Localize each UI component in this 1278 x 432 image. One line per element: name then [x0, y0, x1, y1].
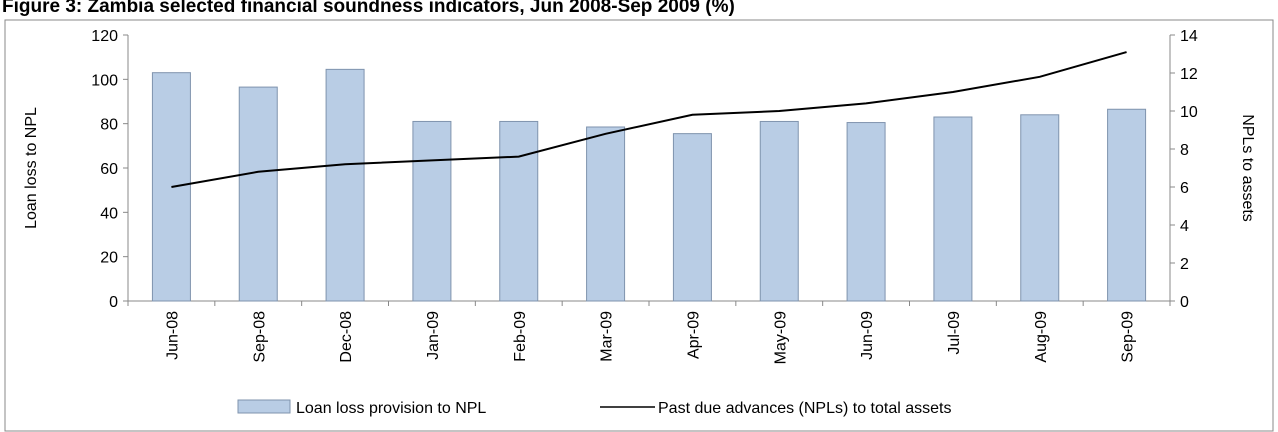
legend-label: Loan loss provision to NPL — [296, 400, 486, 417]
x-tick-label: Sep-08 — [251, 311, 268, 363]
bar — [933, 116, 973, 302]
y-tick-label: 20 — [100, 250, 118, 267]
y-tick-label: 100 — [91, 72, 118, 89]
y2-tick-label: 6 — [1180, 180, 1189, 197]
bar — [499, 120, 539, 302]
x-tick-label: Jan-09 — [425, 311, 442, 360]
line — [171, 51, 1127, 188]
chart-title: Figure 3: Zambia selected financial soun… — [2, 0, 735, 17]
chart-border — [4, 19, 1274, 432]
y2-tick-label: 2 — [1180, 256, 1189, 273]
x-tick-label: Dec-08 — [338, 311, 355, 363]
y2-tick-label: 12 — [1180, 66, 1198, 83]
legend-label: Past due advances (NPLs) to total assets — [658, 400, 951, 417]
y-axis-label: Loan loss to NPL — [23, 107, 40, 229]
x-tick-label: Mar-09 — [599, 311, 616, 362]
y2-axis-label: NPLs to assets — [1239, 114, 1256, 222]
x-tick-label: Feb-09 — [512, 311, 529, 362]
y-tick-label: 80 — [100, 117, 118, 134]
bar — [1020, 114, 1060, 302]
y2-tick-label: 4 — [1180, 218, 1189, 235]
y2-tick-label: 10 — [1180, 104, 1198, 121]
y-tick-label: 40 — [100, 205, 118, 222]
bar — [325, 68, 365, 302]
x-tick-label: Apr-09 — [685, 311, 702, 359]
x-tick-label: Jun-08 — [164, 311, 181, 360]
x-tick-label: Jun-09 — [859, 311, 876, 360]
y2-tick-label: 0 — [1180, 294, 1189, 311]
y-tick-label: 0 — [109, 294, 118, 311]
x-tick-label: Jul-09 — [946, 311, 963, 355]
y2-tick-label: 14 — [1180, 28, 1198, 45]
bar — [672, 133, 712, 302]
x-tick-label: May-09 — [772, 311, 789, 364]
x-tick-label: Aug-09 — [1033, 311, 1050, 363]
y-tick-label: 120 — [91, 28, 118, 45]
y-tick-label: 60 — [100, 161, 118, 178]
bar — [586, 126, 626, 302]
bar — [759, 120, 799, 302]
bar — [238, 86, 278, 302]
bar — [846, 122, 886, 302]
y2-tick-label: 8 — [1180, 142, 1189, 159]
bar — [412, 120, 452, 302]
legend-swatch — [237, 399, 291, 414]
x-tick-label: Sep-09 — [1120, 311, 1137, 363]
bar — [1107, 108, 1147, 302]
